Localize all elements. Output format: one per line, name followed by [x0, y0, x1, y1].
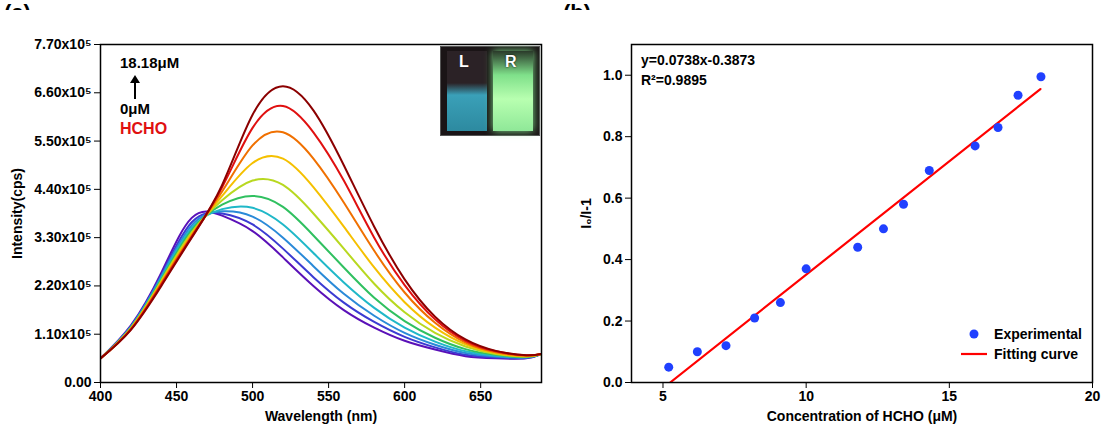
svg-text:450: 450	[165, 388, 189, 404]
svg-text:1.10x10⁵: 1.10x10⁵	[34, 326, 91, 342]
svg-text:600: 600	[393, 388, 417, 404]
html-text:18.18μM: 18.18μM	[120, 54, 180, 71]
html-text:0μM: 0μM	[120, 100, 150, 117]
svg-text:I₀/I-1: I₀/I-1	[578, 198, 594, 229]
svg-text:3.30x10⁵: 3.30x10⁵	[34, 229, 91, 245]
svg-text:0.2: 0.2	[603, 313, 623, 329]
svg-text:5: 5	[659, 388, 667, 404]
svg-text:0.6: 0.6	[603, 190, 623, 206]
svg-text:0.00: 0.00	[64, 374, 91, 390]
svg-text:15: 15	[942, 388, 958, 404]
svg-text:Wavelength (nm): Wavelength (nm)	[265, 408, 377, 424]
svg-text:5.50x10⁵: 5.50x10⁵	[34, 133, 91, 149]
svg-text:2.20x10⁵: 2.20x10⁵	[34, 277, 91, 293]
svg-text:4.40x10⁵: 4.40x10⁵	[34, 181, 91, 197]
svg-text:550: 550	[317, 388, 341, 404]
html-text:HCHO: HCHO	[120, 120, 168, 137]
svg-text:0.4: 0.4	[603, 251, 623, 267]
html-text:(b): (b)	[563, 0, 592, 25]
svg-text:0.0: 0.0	[603, 374, 623, 390]
svg-text:20: 20	[1085, 388, 1101, 404]
html-text:Experimental: Experimental	[994, 326, 1082, 342]
svg-text:500: 500	[241, 388, 265, 404]
svg-text:0.8: 0.8	[603, 128, 623, 144]
html-text:R²=0.9895: R²=0.9895	[641, 72, 707, 88]
svg-text:6.60x10⁵: 6.60x10⁵	[34, 84, 91, 100]
svg-text:400: 400	[89, 388, 113, 404]
html-text:(a): (a)	[4, 0, 31, 25]
svg-text:7.70x10⁵: 7.70x10⁵	[34, 36, 91, 52]
html-text:Fitting curve: Fitting curve	[994, 346, 1079, 362]
html-text:R: R	[505, 53, 517, 70]
svg-text:650: 650	[469, 388, 493, 404]
svg-text:10: 10	[798, 388, 814, 404]
svg-text:1.0: 1.0	[603, 67, 623, 83]
html-text:y=0.0738x-0.3873: y=0.0738x-0.3873	[641, 52, 756, 68]
svg-text:Concentration of HCHO (μM): Concentration of HCHO (μM)	[767, 408, 958, 424]
html-text:L: L	[459, 53, 469, 70]
svg-text:Intensity(cps): Intensity(cps)	[9, 168, 25, 259]
